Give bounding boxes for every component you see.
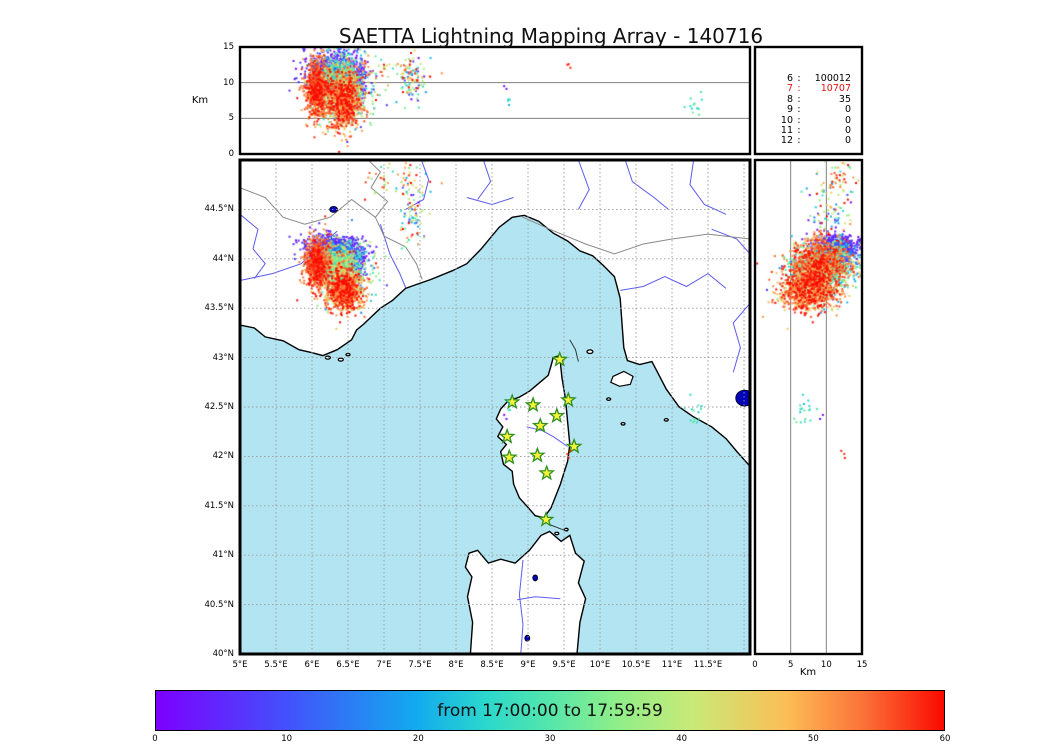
stats-panel: 6: 100012 7: 10707 8: 35 9: 0 10: 0 11: 0 12: 0	[755, 47, 862, 154]
lon-tick-label: 8.5°E	[480, 660, 504, 670]
alt-tick-label-right: 10	[820, 660, 832, 670]
colorbar-tick-label: 60	[939, 734, 951, 744]
stats-value: 0	[844, 114, 851, 126]
stats-row-12: 12: 0	[755, 135, 862, 147]
lon-tick-label: 9°E	[520, 660, 536, 670]
lon-tick-label: 7°E	[376, 660, 392, 670]
colorbar-label: from 17:00:00 to 17:59:59	[437, 700, 663, 721]
stats-value: 0	[844, 104, 851, 116]
stats-panel-frame	[753, 45, 864, 156]
lon-tick-label: 11.5°E	[693, 660, 723, 670]
stats-level: 11	[780, 125, 793, 137]
stats-level: 9	[786, 104, 793, 116]
map-panel-frame	[238, 158, 752, 656]
lat-tick-label: 41°N	[212, 550, 234, 561]
lon-tick-label: 5.5°E	[264, 660, 288, 670]
lon-tick-label: 6.5°E	[336, 660, 360, 670]
lon-tick-label: 8°E	[448, 660, 464, 670]
alt-tick-label-top: 15	[223, 42, 234, 52]
lon-tick-label: 10°E	[589, 660, 611, 670]
alt-tick-label-right: 5	[787, 660, 794, 670]
stats-value: 0	[844, 135, 851, 147]
stats-level: 10	[780, 114, 793, 126]
stats-row-8: 8: 35	[755, 93, 862, 105]
stats-colon: :	[797, 83, 801, 95]
lon-tick-label: 9.5°E	[552, 660, 576, 670]
stats-row-9: 9: 0	[755, 104, 862, 116]
time-colorbar: from 17:00:00 to 17:59:59	[155, 690, 945, 731]
alt-tick-label-right: 0	[752, 660, 758, 670]
lon-tick-label: 11°E	[661, 660, 683, 670]
alt-lat-panel-frame	[753, 158, 864, 656]
stats-row-11: 11: 0	[755, 125, 862, 137]
alt-tick-label-top: 10	[223, 77, 234, 88]
stats-colon: :	[797, 125, 801, 137]
lat-tick-label: 42°N	[212, 451, 234, 462]
colorbar-tick-label: 0	[152, 734, 158, 744]
stats-row-6: 6: 100012	[755, 73, 862, 84]
stats-colon: :	[797, 114, 801, 126]
stats-level: 7	[786, 83, 793, 95]
alt-tick-label-top: 5	[228, 113, 234, 124]
lat-tick-label: 43.5°N	[204, 303, 234, 314]
figure-title: SAETTA Lightning Mapping Array - 140716	[338, 24, 764, 48]
lon-tick-label: 10.5°E	[621, 660, 651, 670]
colorbar-tick-label: 30	[544, 734, 556, 744]
stats-value: 0	[844, 125, 851, 137]
lon-alt-panel-frame	[238, 45, 752, 156]
lat-tick-label: 40°N	[212, 649, 234, 659]
altitude-axis-label-right: Km	[799, 667, 817, 678]
stats-value: 35	[838, 93, 851, 105]
lon-tick-label: 6°E	[304, 660, 320, 670]
lat-tick-label: 42.5°N	[204, 402, 234, 412]
altitude-axis-label-top: Km	[191, 95, 209, 106]
lat-tick-label: 40.5°N	[204, 599, 234, 610]
stats-level: 6	[786, 73, 793, 84]
lat-tick-label: 41.5°N	[204, 500, 234, 511]
stats-colon: :	[797, 135, 801, 147]
stats-level: 12	[780, 135, 793, 147]
colorbar-tick-label: 50	[807, 734, 819, 744]
stats-row-10: 10: 0	[755, 114, 862, 126]
stats-value: 100012	[814, 73, 851, 84]
lon-tick-label: 5°E	[232, 660, 248, 670]
alt-tick-label-right: 15	[856, 660, 868, 670]
alt-tick-label-top: 0	[228, 149, 234, 159]
colorbar-tick-label: 10	[281, 734, 293, 744]
lat-tick-label: 44.5°N	[204, 204, 234, 215]
lat-tick-label: 44°N	[212, 253, 234, 264]
stats-colon: :	[797, 104, 801, 116]
stats-row-7: 7: 10707	[755, 83, 862, 95]
colorbar-tick-label: 20	[412, 734, 424, 744]
lon-tick-label: 7.5°E	[408, 660, 432, 670]
stats-level: 8	[786, 93, 793, 105]
colorbar-tick-label: 40	[676, 734, 688, 744]
stats-colon: :	[797, 73, 801, 84]
stats-colon: :	[797, 93, 801, 105]
stats-value: 10707	[820, 83, 851, 95]
lat-tick-label: 43°N	[212, 352, 234, 363]
